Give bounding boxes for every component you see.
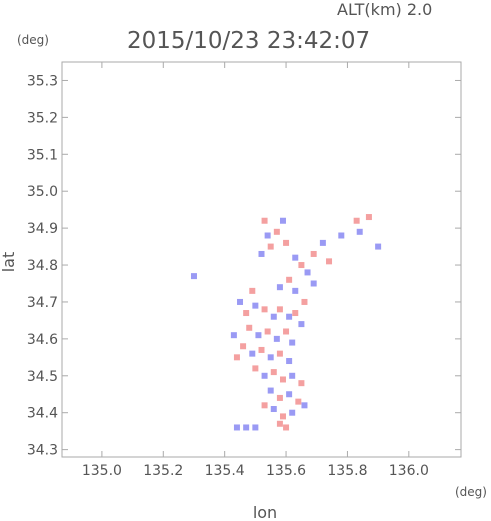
data-point <box>286 313 293 320</box>
data-point <box>353 217 360 224</box>
y-tick-label: 35.3 <box>27 73 58 89</box>
x-tick-label: 135.8 <box>327 463 367 479</box>
data-point <box>230 332 237 339</box>
data-point <box>276 394 283 401</box>
chart-title: 2015/10/23 23:42:07 <box>127 28 370 54</box>
data-point <box>249 350 256 357</box>
y-tick-label: 34.8 <box>27 258 58 274</box>
data-point <box>252 365 259 372</box>
data-point <box>289 409 296 416</box>
y-tick-label: 34.3 <box>27 443 58 459</box>
data-point <box>338 232 345 239</box>
x-tick-label: 136.0 <box>389 463 429 479</box>
y-tick-label: 35.2 <box>27 110 58 126</box>
data-point <box>261 402 268 409</box>
data-point <box>273 335 280 342</box>
data-point <box>326 258 333 265</box>
data-point <box>289 372 296 379</box>
data-point <box>286 276 293 283</box>
data-point <box>289 339 296 346</box>
data-point <box>304 269 311 276</box>
y-tick-label: 35.1 <box>27 147 58 163</box>
data-point <box>286 358 293 365</box>
plot-frame <box>61 61 462 458</box>
data-point <box>258 346 265 353</box>
data-point <box>252 424 259 431</box>
data-point <box>279 217 286 224</box>
data-point <box>264 328 271 335</box>
data-point <box>233 354 240 361</box>
altitude-label: ALT(km) 2.0 <box>337 0 432 19</box>
data-point <box>298 380 305 387</box>
data-point <box>270 313 277 320</box>
data-point <box>319 239 326 246</box>
y-tick-label: 34.5 <box>27 369 58 385</box>
data-point <box>276 284 283 291</box>
data-point <box>298 321 305 328</box>
data-point <box>292 287 299 294</box>
data-point <box>298 262 305 269</box>
data-point <box>270 369 277 376</box>
data-point <box>246 324 253 331</box>
data-point <box>255 332 262 339</box>
data-point <box>283 239 290 246</box>
data-point <box>261 306 268 313</box>
data-point <box>276 306 283 313</box>
data-point <box>283 424 290 431</box>
y-unit-label: (deg) <box>17 33 49 47</box>
y-axis-label: lat <box>0 252 18 273</box>
y-axis: 34.3 34.4 34.5 34.6 34.7 34.8 34.9 35.0 35.1 35.2… <box>27 73 461 459</box>
data-points <box>190 214 382 431</box>
data-point <box>264 232 271 239</box>
x-tick-label: 135.6 <box>266 463 306 479</box>
y-tick-label: 34.6 <box>27 332 58 348</box>
data-point <box>261 217 268 224</box>
data-point <box>276 420 283 427</box>
x-tick-label: 135.4 <box>205 463 245 479</box>
x-axis-label: lon <box>253 503 277 521</box>
data-point <box>279 413 286 420</box>
data-point <box>292 310 299 317</box>
data-point <box>301 402 308 409</box>
x-tick-label: 135.0 <box>82 463 122 479</box>
y-tick-label: 34.7 <box>27 295 58 311</box>
data-point <box>233 424 240 431</box>
data-point <box>301 298 308 305</box>
data-point <box>252 302 259 309</box>
data-point <box>356 228 363 235</box>
data-point <box>286 391 293 398</box>
data-point <box>375 243 382 250</box>
data-point <box>310 280 317 287</box>
data-point <box>267 387 274 394</box>
data-point <box>292 254 299 261</box>
x-tick-label: 135.2 <box>143 463 183 479</box>
x-axis: 135.0 135.2 135.4 135.6 135.8 136.0 <box>82 62 429 479</box>
data-point <box>261 372 268 379</box>
y-tick-label: 35.0 <box>27 184 58 200</box>
data-point <box>237 298 244 305</box>
data-point <box>258 250 265 257</box>
y-tick-label: 34.9 <box>27 221 58 237</box>
data-point <box>310 250 317 257</box>
data-point <box>365 214 372 221</box>
y-tick-label: 34.4 <box>27 406 58 422</box>
data-point <box>249 287 256 294</box>
data-point <box>190 273 197 280</box>
x-unit-label: (deg) <box>455 485 487 499</box>
data-point <box>243 424 250 431</box>
data-point <box>276 350 283 357</box>
data-point <box>295 398 302 405</box>
data-point <box>273 228 280 235</box>
data-point <box>240 343 247 350</box>
data-point <box>279 376 286 383</box>
data-point <box>270 406 277 413</box>
data-point <box>267 354 274 361</box>
data-point <box>267 243 274 250</box>
data-point <box>243 310 250 317</box>
data-point <box>283 328 290 335</box>
